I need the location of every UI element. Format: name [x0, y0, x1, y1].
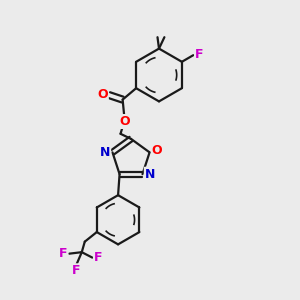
Text: O: O — [97, 88, 108, 101]
Text: O: O — [119, 115, 130, 128]
Text: N: N — [100, 146, 110, 159]
Text: F: F — [71, 264, 80, 277]
Text: F: F — [94, 251, 103, 264]
Text: F: F — [59, 247, 68, 260]
Text: N: N — [145, 168, 155, 181]
Text: O: O — [152, 144, 162, 158]
Text: F: F — [195, 48, 203, 61]
